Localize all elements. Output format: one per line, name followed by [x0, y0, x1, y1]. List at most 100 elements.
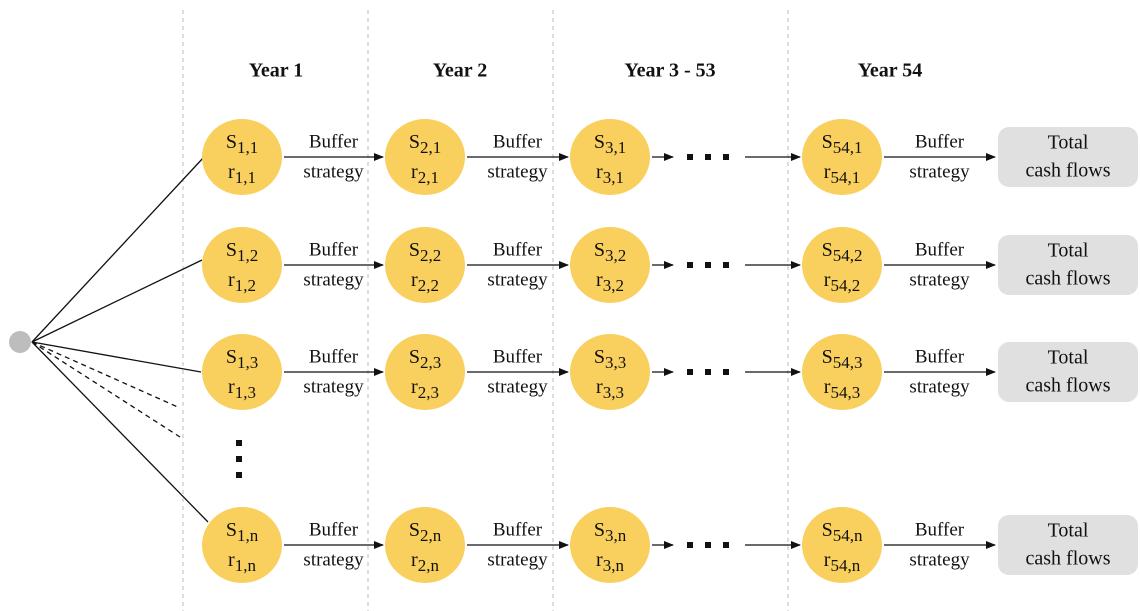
node-subscript: 2,1 — [418, 168, 439, 187]
node-subscript: 54,n — [830, 556, 860, 575]
node-symbol: S — [594, 239, 605, 261]
total-box — [998, 515, 1138, 575]
node-label: S1,2 — [226, 239, 258, 265]
vertical-ellipsis — [236, 440, 242, 478]
node-subscript: 54,1 — [830, 168, 860, 187]
node-label: r2,1 — [411, 161, 439, 187]
state-node — [202, 507, 282, 583]
node-subscript: 1,1 — [237, 138, 258, 157]
column-header: Year 54 — [858, 60, 923, 82]
node-label: r54,n — [824, 549, 861, 575]
total-box — [998, 127, 1138, 187]
node-label: r1,1 — [228, 161, 256, 187]
node-symbol: S — [822, 131, 833, 153]
state-node — [570, 119, 650, 195]
node-subscript: 1,3 — [235, 383, 256, 402]
node-symbol: S — [822, 346, 833, 368]
node-subscript: 1,n — [237, 526, 259, 545]
edge-label: strategy — [909, 161, 970, 182]
node-symbol: r — [411, 161, 418, 183]
node-symbol: r — [411, 269, 418, 291]
node-label: r1,n — [228, 549, 256, 575]
column-header: Year 3 - 53 — [624, 60, 715, 82]
node-symbol: r — [228, 161, 235, 183]
edge-label: Buffer — [309, 519, 359, 540]
node-label: r1,2 — [228, 269, 256, 295]
node-symbol: r — [596, 269, 603, 291]
edge-label: strategy — [487, 269, 548, 290]
node-label: S2,2 — [409, 239, 441, 265]
node-label: S3,3 — [594, 346, 626, 372]
state-node — [385, 334, 465, 410]
node-symbol: r — [411, 549, 418, 571]
ellipsis-dot — [723, 369, 729, 375]
node-subscript: 2,1 — [420, 138, 441, 157]
node-symbol: S — [822, 519, 833, 541]
node-label: S54,1 — [822, 131, 863, 157]
state-node — [385, 227, 465, 303]
state-node — [385, 119, 465, 195]
ellipsis-dot — [687, 154, 693, 160]
node-subscript: 2,2 — [420, 246, 441, 265]
total-label: Total — [1048, 520, 1089, 542]
ellipsis-dot — [723, 542, 729, 548]
total-label: Total — [1048, 240, 1089, 262]
node-symbol: S — [409, 239, 420, 261]
state-node — [802, 334, 882, 410]
node-label: r54,1 — [824, 161, 860, 187]
edge-label: Buffer — [915, 346, 965, 367]
node-label: r2,n — [411, 549, 439, 575]
node-symbol: r — [824, 376, 831, 398]
node-subscript: 3,3 — [603, 383, 624, 402]
node-subscript: 1,2 — [237, 246, 258, 265]
node-symbol: S — [226, 346, 237, 368]
node-symbol: r — [596, 161, 603, 183]
root-branches — [31, 156, 209, 523]
edge-label: strategy — [909, 376, 970, 397]
total-label: cash flows — [1026, 548, 1111, 570]
node-subscript: 1,2 — [235, 276, 256, 295]
node-label: S1,1 — [226, 131, 258, 157]
column-header: Year 2 — [433, 60, 488, 82]
node-label: S2,n — [409, 519, 442, 545]
node-subscript: 3,2 — [603, 276, 624, 295]
edge-label: strategy — [487, 376, 548, 397]
total-label: cash flows — [1026, 375, 1111, 397]
ellipsis-dot — [687, 542, 693, 548]
node-symbol: S — [409, 519, 420, 541]
column-header: Year 1 — [249, 60, 304, 82]
node-label: r2,2 — [411, 269, 439, 295]
node-subscript: 54,2 — [830, 276, 860, 295]
node-label: S3,n — [594, 519, 627, 545]
ellipsis-dot — [723, 154, 729, 160]
node-subscript: 54,1 — [833, 138, 863, 157]
state-node — [802, 227, 882, 303]
ellipsis-dot — [687, 369, 693, 375]
node-symbol: S — [226, 519, 237, 541]
edge-label: strategy — [487, 549, 548, 570]
total-box — [998, 342, 1138, 402]
total-label: cash flows — [1026, 160, 1111, 182]
edge-label: Buffer — [915, 131, 965, 152]
node-subscript: 54,3 — [830, 383, 860, 402]
total-box — [998, 235, 1138, 295]
node-symbol: S — [594, 346, 605, 368]
edge-label: Buffer — [309, 131, 359, 152]
node-symbol: S — [822, 239, 833, 261]
node-subscript: 3,2 — [605, 246, 626, 265]
edge-label: Buffer — [915, 519, 965, 540]
total-label: Total — [1048, 347, 1089, 369]
node-subscript: 1,3 — [237, 353, 258, 372]
node-symbol: r — [228, 549, 235, 571]
node-label: r3,1 — [596, 161, 624, 187]
node-label: r3,2 — [596, 269, 624, 295]
edge-label: Buffer — [915, 239, 965, 260]
ellipsis-dot — [705, 542, 711, 548]
state-node — [202, 334, 282, 410]
node-symbol: S — [409, 131, 420, 153]
state-node — [570, 227, 650, 303]
node-symbol: r — [824, 549, 831, 571]
node-symbol: S — [226, 239, 237, 261]
node-symbol: S — [594, 519, 605, 541]
